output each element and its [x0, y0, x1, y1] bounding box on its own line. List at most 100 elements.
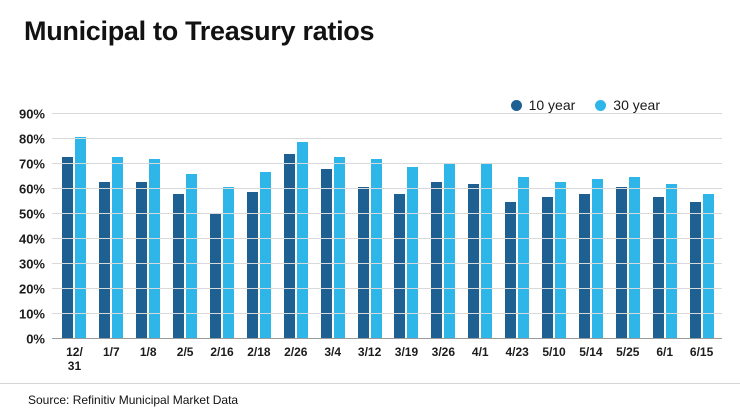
bar-group: 4/1	[462, 164, 499, 359]
x-tick-label: 2/18	[247, 345, 271, 359]
chart-title: Municipal to Treasury ratios	[24, 16, 375, 46]
y-tick-label: 10%	[18, 306, 45, 322]
x-tick-label: 2/5	[176, 345, 194, 359]
legend-item-10-year: 10 year	[510, 97, 576, 113]
bar-10-year	[357, 186, 369, 339]
gridline	[52, 238, 722, 239]
x-tick-label: 3/4	[324, 345, 342, 359]
y-tick-label: 30%	[18, 256, 45, 272]
bar-10-year	[173, 194, 185, 339]
x-tick-label: 1/7	[102, 345, 120, 359]
bar-30-year	[481, 164, 493, 339]
y-tick-label: 50%	[18, 206, 45, 222]
bar-10-year	[652, 196, 664, 339]
legend-dot-30-year-icon	[595, 99, 607, 111]
bar-group: 1/8	[130, 159, 167, 359]
bar-10-year	[578, 194, 590, 339]
bar-10-year	[246, 191, 258, 339]
gridline	[52, 213, 722, 214]
x-tick-label: 1/8	[139, 345, 157, 359]
bar-30-year	[75, 136, 87, 339]
y-tick-label: 60%	[18, 181, 45, 197]
x-tick-label: 12/ 31	[66, 345, 83, 373]
gridline	[52, 163, 722, 164]
bar-30-year	[186, 174, 198, 339]
bar-30-year	[223, 186, 234, 339]
bar-group: 12/ 31	[56, 136, 93, 373]
bar-10-year	[689, 201, 701, 339]
gridline	[52, 188, 722, 189]
gridline	[52, 288, 722, 289]
legend: 10 year 30 year	[510, 97, 660, 113]
bar-30-year	[296, 141, 308, 339]
bar-group: 2/18	[240, 171, 277, 359]
bar-30-year	[555, 181, 567, 339]
x-tick-label: 2/16	[210, 345, 234, 359]
x-tick-label: 3/19	[394, 345, 419, 359]
bar-30-year	[444, 164, 456, 339]
x-axis-baseline	[52, 338, 722, 339]
y-tick-label: 0%	[26, 331, 45, 347]
bar-group: 6/1	[646, 184, 683, 359]
y-tick-label: 40%	[18, 231, 45, 247]
bar-group: 5/14	[572, 179, 609, 359]
x-tick-label: 4/1	[471, 345, 489, 359]
bar-30-year	[112, 156, 124, 339]
bar-30-year	[628, 176, 640, 339]
bar-10-year	[615, 186, 627, 339]
bar-30-year	[702, 194, 714, 339]
bar-30-year	[333, 156, 345, 339]
bar-10-year	[99, 181, 111, 339]
x-tick-label: 5/25	[616, 345, 640, 359]
bar-10-year	[431, 181, 443, 339]
gridline	[52, 113, 722, 114]
gridline	[52, 313, 722, 314]
bar-group: 3/12	[351, 159, 388, 359]
bar-10-year	[468, 184, 480, 339]
bar-10-year	[62, 156, 74, 339]
legend-label-10-year: 10 year	[528, 97, 576, 113]
x-tick-label: 6/1	[656, 345, 674, 359]
bar-10-year	[210, 214, 221, 339]
gridline	[52, 138, 722, 139]
x-tick-label: 3/12	[357, 345, 382, 359]
bar-10-year	[320, 169, 332, 339]
legend-dot-10-year-icon	[510, 99, 522, 111]
y-tick-label: 20%	[18, 281, 45, 297]
bar-group: 2/26	[277, 141, 314, 359]
bar-10-year	[394, 194, 406, 339]
legend-label-30-year: 30 year	[613, 97, 660, 113]
x-tick-label: 5/14	[579, 345, 603, 359]
bar-10-year	[505, 201, 517, 339]
x-tick-label: 2/26	[284, 345, 308, 359]
bar-30-year	[149, 159, 161, 339]
bar-chart: 12/ 31 1/7 1/8 2/5 2/16 2/18 2/26 3/4 3/12 3/19 3/…	[19, 107, 722, 373]
bar-group: 1/7	[93, 156, 130, 359]
bar-10-year	[283, 154, 295, 339]
x-tick-label: 5/10	[542, 345, 566, 359]
x-tick-label: 3/26	[431, 345, 456, 359]
x-tick-label: 4/23	[505, 345, 529, 359]
bar-30-year	[591, 179, 603, 339]
source-note: Source: Refinitiv Municipal Market Data	[0, 383, 740, 416]
y-tick-label: 90%	[18, 106, 45, 122]
bar-30-year	[370, 159, 382, 339]
gridline	[52, 263, 722, 264]
bar-group: 3/4	[314, 156, 351, 359]
y-tick-label: 70%	[18, 156, 45, 172]
bar-group: 2/16	[204, 186, 241, 359]
bar-30-year	[665, 184, 677, 339]
legend-item-30-year: 30 year	[595, 97, 660, 113]
bar-group: 3/26	[425, 164, 462, 359]
bar-group: 5/25	[609, 176, 646, 359]
bar-group: 2/5	[167, 174, 204, 359]
bar-10-year	[136, 181, 148, 339]
bar-groups: 12/ 31 1/7 1/8 2/5 2/16 2/18 2/26 3/4 3/12 3/19 3/…	[56, 114, 720, 373]
y-tick-label: 80%	[18, 131, 45, 147]
x-tick-label: 6/15	[689, 345, 714, 359]
bar-30-year	[407, 166, 419, 339]
bar-group: 3/19	[388, 166, 425, 359]
bar-30-year	[259, 171, 271, 339]
bar-group: 4/23	[499, 176, 536, 359]
bar-group: 6/15	[683, 194, 720, 359]
